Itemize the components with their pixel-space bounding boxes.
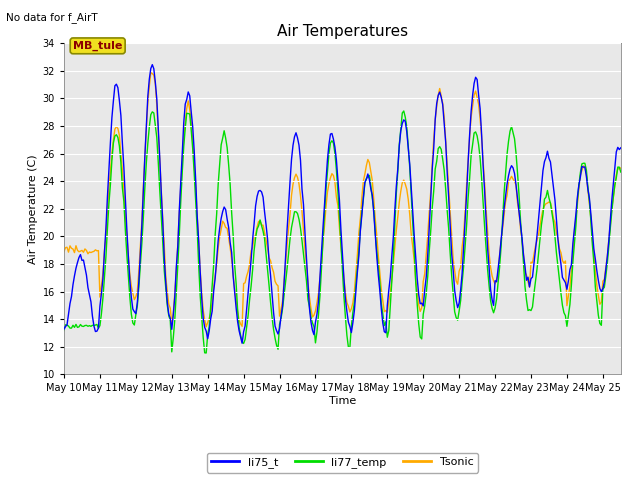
Legend: li75_t, li77_temp, Tsonic: li75_t, li77_temp, Tsonic [207,453,478,473]
Title: Air Temperatures: Air Temperatures [277,24,408,39]
X-axis label: Time: Time [329,396,356,406]
Y-axis label: Air Temperature (C): Air Temperature (C) [28,154,38,264]
Text: No data for f_AirT: No data for f_AirT [6,12,98,23]
Text: MB_tule: MB_tule [73,41,122,51]
